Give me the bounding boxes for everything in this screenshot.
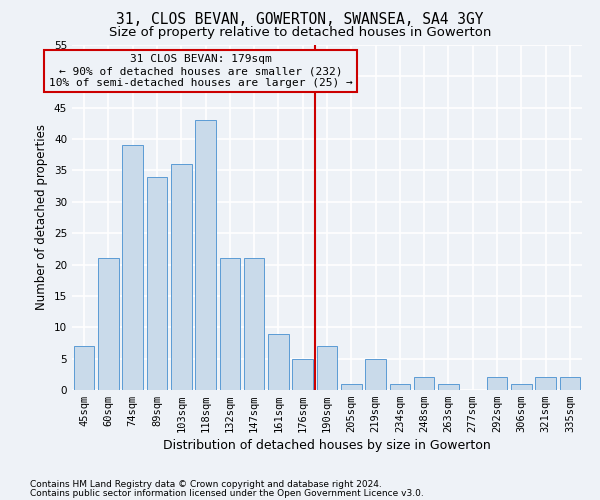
Bar [122,146,143,390]
Bar [146,176,167,390]
Bar [98,258,119,390]
Bar [560,378,580,390]
Bar [487,378,508,390]
Bar [220,258,240,390]
Text: 31 CLOS BEVAN: 179sqm
← 90% of detached houses are smaller (232)
10% of semi-det: 31 CLOS BEVAN: 179sqm ← 90% of detached … [49,54,353,88]
Bar [171,164,191,390]
Text: 31, CLOS BEVAN, GOWERTON, SWANSEA, SA4 3GY: 31, CLOS BEVAN, GOWERTON, SWANSEA, SA4 3… [116,12,484,28]
Text: Size of property relative to detached houses in Gowerton: Size of property relative to detached ho… [109,26,491,39]
Bar [438,384,459,390]
Bar [511,384,532,390]
Bar [244,258,265,390]
Bar [268,334,289,390]
Text: Contains HM Land Registry data © Crown copyright and database right 2024.: Contains HM Land Registry data © Crown c… [30,480,382,489]
Bar [365,358,386,390]
Bar [341,384,362,390]
Bar [317,346,337,390]
Y-axis label: Number of detached properties: Number of detached properties [35,124,49,310]
Text: Contains public sector information licensed under the Open Government Licence v3: Contains public sector information licen… [30,488,424,498]
Bar [414,378,434,390]
Bar [195,120,216,390]
Bar [74,346,94,390]
Bar [292,358,313,390]
Bar [535,378,556,390]
X-axis label: Distribution of detached houses by size in Gowerton: Distribution of detached houses by size … [163,440,491,452]
Bar [389,384,410,390]
